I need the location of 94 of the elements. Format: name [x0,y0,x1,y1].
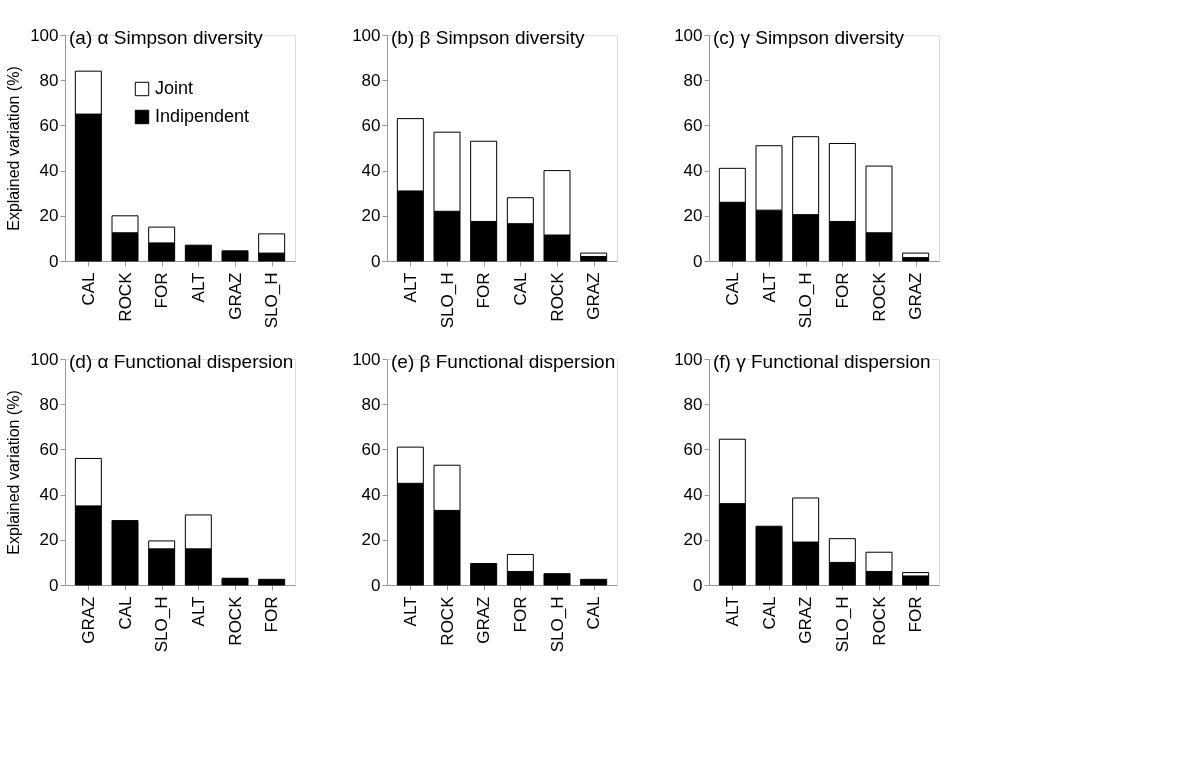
y-tick-label: 40 [39,161,59,181]
bar [111,520,139,586]
y-tick-label: 80 [361,70,381,90]
x-tick-label: SLO_H [832,596,852,653]
bar [902,252,930,259]
bar [258,578,286,586]
y-tick-label: 80 [361,394,381,414]
y-tick-label: 100 [352,349,381,369]
bar [580,578,608,586]
x-tick-label: SLO_H [796,272,816,329]
x-tick-label: GRAZ [78,596,98,644]
y-tick-label: 80 [683,70,703,90]
x-tick-label: SLO_H [262,272,282,329]
y-tick-label: 20 [361,206,381,226]
bar [221,577,249,586]
y-tick-label: 40 [39,485,59,505]
y-tick-label: 40 [683,161,703,181]
y-tick-label: 100 [30,25,59,45]
y-tick-label: 60 [683,115,703,135]
y-tick-label: 60 [683,439,703,459]
y-tick-label: 0 [371,251,381,271]
y-tick-label: 100 [30,349,59,369]
x-tick-label: FOR [510,596,530,633]
legend-label: Indipendent [155,106,250,126]
y-tick-label: 20 [39,530,59,550]
x-tick-label: GRAZ [474,596,494,644]
x-tick-label: SLO_H [437,272,457,329]
y-tick-label: 0 [693,251,703,271]
y-tick-label: 0 [371,575,381,595]
x-tick-label: CAL [584,596,604,630]
x-tick-label: SLO_H [547,596,567,653]
x-tick-label: ROCK [115,271,135,322]
y-tick-label: 60 [39,439,59,459]
y-tick-label: 100 [352,25,381,45]
y-tick-label: 40 [361,161,381,181]
x-tick-label: FOR [832,272,852,309]
chart-title: (c) γ Simpson diversity [713,27,905,48]
x-tick-label: CAL [722,272,742,306]
x-tick-label: ALT [400,272,420,303]
y-tick-label: 60 [361,115,381,135]
y-tick-label: 60 [361,439,381,459]
bar [184,244,212,262]
x-tick-label: GRAZ [796,596,816,644]
bar [755,525,783,586]
y-tick-label: 100 [674,349,703,369]
chart-title: (e) β Functional dispersion [391,351,616,372]
x-tick-label: ALT [759,272,779,303]
bar [221,250,249,262]
x-tick-label: CAL [115,596,135,630]
y-tick-label: 20 [361,530,381,550]
y-tick-label: 0 [693,575,703,595]
x-tick-label: SLO_H [152,596,172,653]
y-tick-label: 80 [39,394,59,414]
chart-title: (a) α Simpson diversity [69,27,264,48]
bar [902,575,930,586]
x-tick-label: GRAZ [906,272,926,320]
y-tick-label: 80 [39,70,59,90]
x-tick-label: ALT [188,272,208,303]
y-tick-label: 20 [683,206,703,226]
y-tick-label: 40 [361,485,381,505]
x-tick-label: ALT [188,596,208,627]
x-tick-label: CAL [759,596,779,630]
bar [470,563,498,586]
x-tick-label: FOR [474,272,494,309]
y-tick-label: 40 [683,485,703,505]
chart-title: (d) α Functional dispersion [69,351,294,372]
x-tick-label: FOR [262,596,282,633]
chart-title: (b) β Simpson diversity [391,27,586,48]
x-tick-label: ROCK [225,595,245,646]
chart-title: (f) γ Functional dispersion [713,351,931,372]
x-tick-label: ROCK [547,271,567,322]
x-tick-label: CAL [78,272,98,306]
legend-label: Joint [155,78,194,98]
bar [543,573,571,586]
x-tick-label: ROCK [437,595,457,646]
x-tick-label: ALT [722,596,742,627]
y-tick-label: 0 [49,251,59,271]
x-tick-label: ALT [400,596,420,627]
y-axis-title: Explained variation (%) [5,390,23,555]
x-tick-label: ROCK [869,595,889,646]
x-tick-label: FOR [906,596,926,633]
x-tick-label: GRAZ [584,272,604,320]
x-tick-label: FOR [152,272,172,309]
y-tick-label: 20 [39,206,59,226]
y-axis-title: Explained variation (%) [5,66,23,231]
y-tick-label: 60 [39,115,59,135]
x-tick-label: CAL [510,272,530,306]
y-tick-label: 20 [683,530,703,550]
y-tick-label: 100 [674,25,703,45]
x-tick-label: ROCK [869,271,889,322]
bar [580,255,608,262]
y-tick-label: 0 [49,575,59,595]
y-tick-label: 80 [683,394,703,414]
x-tick-label: GRAZ [225,272,245,320]
